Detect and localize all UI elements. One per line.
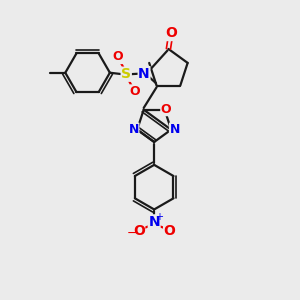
Text: N: N: [169, 123, 180, 136]
Text: N: N: [148, 215, 160, 229]
Text: O: O: [112, 50, 123, 64]
Text: −: −: [127, 226, 137, 239]
Text: O: O: [130, 85, 140, 98]
Text: N: N: [138, 67, 150, 81]
Text: +: +: [155, 212, 164, 222]
Text: S: S: [121, 67, 131, 81]
Text: N: N: [128, 123, 139, 136]
Text: O: O: [164, 224, 176, 239]
Text: O: O: [161, 103, 172, 116]
Text: O: O: [165, 26, 177, 40]
Text: O: O: [133, 224, 145, 239]
